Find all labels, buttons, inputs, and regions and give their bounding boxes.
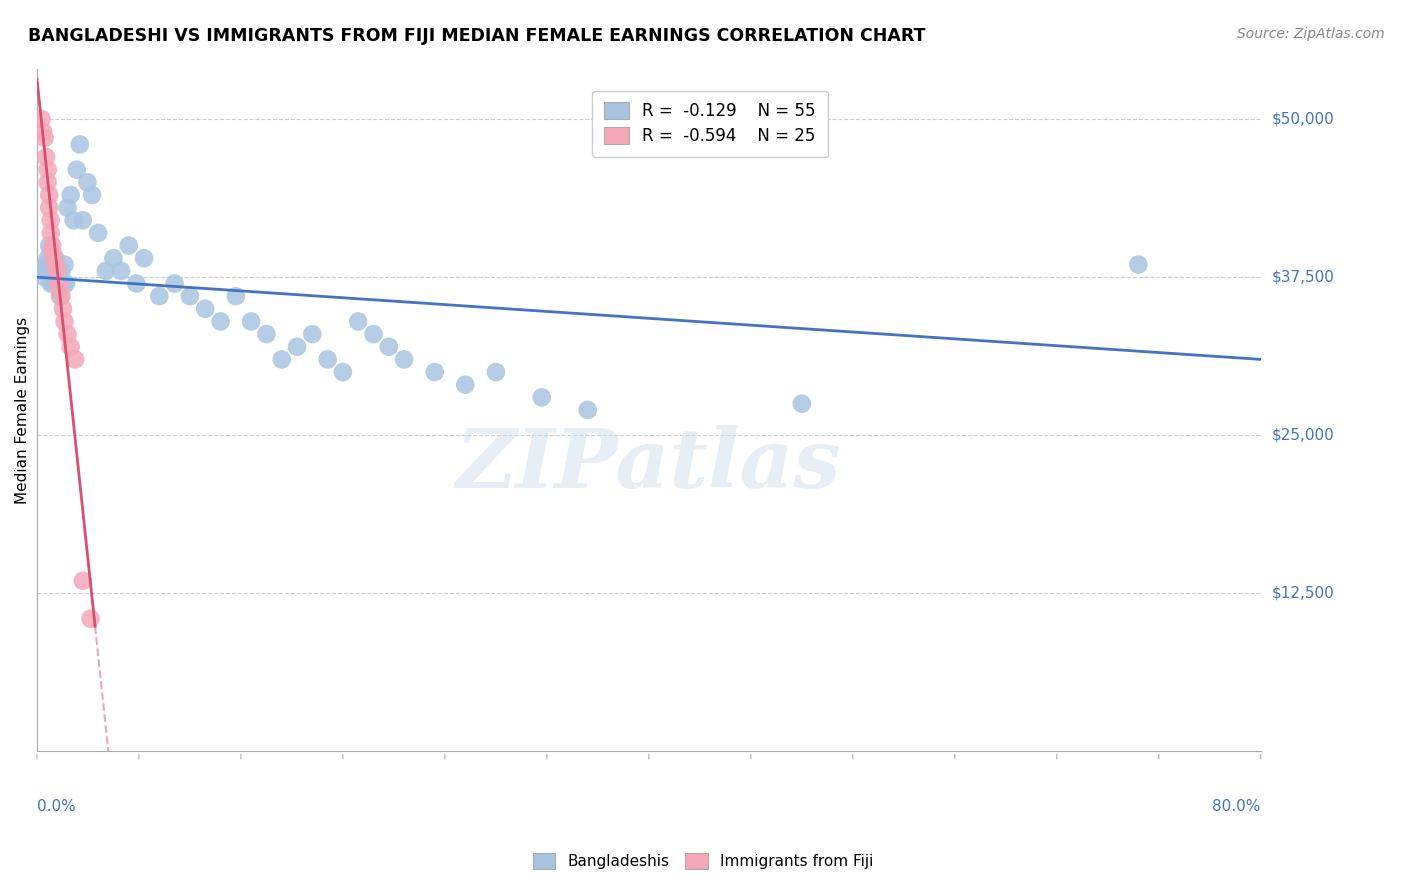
Point <box>179 289 201 303</box>
Point <box>56 201 79 215</box>
Point <box>163 277 186 291</box>
Point <box>41 264 63 278</box>
Point <box>423 365 446 379</box>
Point <box>378 340 401 354</box>
Point <box>209 314 232 328</box>
Point <box>63 352 86 367</box>
Text: $50,000: $50,000 <box>1272 112 1334 127</box>
Point <box>1128 258 1150 272</box>
Point <box>39 213 62 227</box>
Text: $25,000: $25,000 <box>1272 428 1334 442</box>
Text: 0.0%: 0.0% <box>37 799 76 814</box>
Point <box>94 264 117 278</box>
Point <box>79 612 101 626</box>
Text: BANGLADESHI VS IMMIGRANTS FROM FIJI MEDIAN FEMALE EARNINGS CORRELATION CHART: BANGLADESHI VS IMMIGRANTS FROM FIJI MEDI… <box>28 27 925 45</box>
Point <box>52 277 75 291</box>
Point <box>62 213 84 227</box>
Point <box>576 403 599 417</box>
Text: ZIPatlas: ZIPatlas <box>456 425 842 505</box>
Point <box>110 264 132 278</box>
Point <box>49 283 72 297</box>
Point <box>347 314 370 328</box>
Text: 80.0%: 80.0% <box>1212 799 1261 814</box>
Point <box>332 365 354 379</box>
Point <box>485 365 508 379</box>
Point <box>80 188 103 202</box>
Point <box>301 327 323 342</box>
Point <box>240 314 263 328</box>
Point <box>790 397 813 411</box>
Point <box>38 201 60 215</box>
Point <box>285 340 308 354</box>
Point <box>59 340 82 354</box>
Point <box>56 327 79 342</box>
Text: $12,500: $12,500 <box>1272 586 1334 601</box>
Point <box>41 244 63 259</box>
Point <box>35 150 58 164</box>
Point <box>194 301 217 316</box>
Point <box>31 112 53 127</box>
Point <box>148 289 170 303</box>
Text: $37,500: $37,500 <box>1272 269 1334 285</box>
Point <box>254 327 277 342</box>
Point <box>42 277 65 291</box>
Point <box>34 270 56 285</box>
Point <box>42 251 65 265</box>
Point <box>44 251 66 265</box>
Point <box>363 327 385 342</box>
Point <box>52 301 75 316</box>
Point <box>44 258 66 272</box>
Point <box>45 264 67 278</box>
Point <box>103 251 125 265</box>
Point <box>32 264 55 278</box>
Point <box>37 251 59 265</box>
Point <box>59 188 82 202</box>
Point <box>41 238 63 252</box>
Point <box>35 258 58 272</box>
Point <box>132 251 155 265</box>
Point <box>49 289 72 303</box>
Point <box>39 277 62 291</box>
Point <box>316 352 339 367</box>
Point <box>53 258 76 272</box>
Point <box>87 226 110 240</box>
Point <box>225 289 247 303</box>
Point <box>53 314 76 328</box>
Point <box>76 175 98 189</box>
Point <box>69 137 91 152</box>
Point <box>39 226 62 240</box>
Point <box>48 277 70 291</box>
Point <box>270 352 292 367</box>
Point <box>34 131 56 145</box>
Point <box>72 213 94 227</box>
Legend: R =  -0.129    N = 55, R =  -0.594    N = 25: R = -0.129 N = 55, R = -0.594 N = 25 <box>592 90 828 157</box>
Point <box>530 390 553 404</box>
Point <box>72 574 94 588</box>
Point <box>392 352 415 367</box>
Point <box>125 277 148 291</box>
Point <box>38 238 60 252</box>
Point <box>45 264 67 278</box>
Point <box>32 125 55 139</box>
Point <box>55 277 77 291</box>
Legend: Bangladeshis, Immigrants from Fiji: Bangladeshis, Immigrants from Fiji <box>526 847 880 875</box>
Point <box>454 377 477 392</box>
Point <box>37 162 59 177</box>
Point <box>118 238 141 252</box>
Y-axis label: Median Female Earnings: Median Female Earnings <box>15 317 30 504</box>
Point <box>51 264 73 278</box>
Point <box>38 188 60 202</box>
Point <box>48 270 70 285</box>
Text: Source: ZipAtlas.com: Source: ZipAtlas.com <box>1237 27 1385 41</box>
Point <box>37 175 59 189</box>
Point <box>51 289 73 303</box>
Point <box>66 162 89 177</box>
